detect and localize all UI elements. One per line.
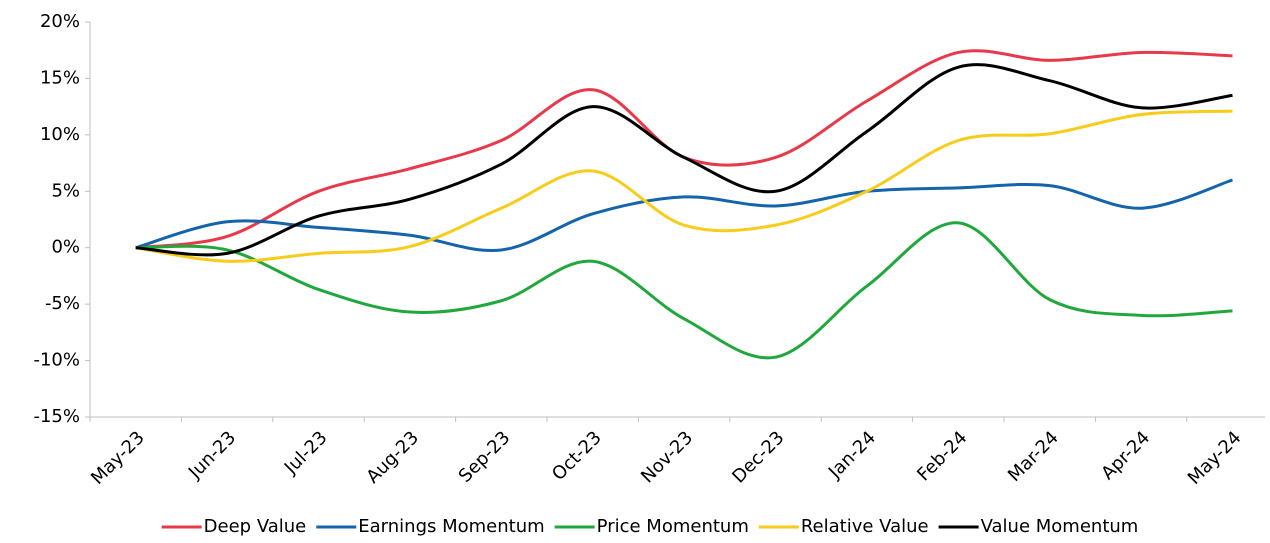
x-tick-label: Dec-23 [728, 427, 788, 487]
y-tick-label: 15% [40, 67, 80, 88]
line [135, 109, 1233, 263]
y-tick-label: -15% [33, 406, 80, 427]
x-tick-label: Nov-23 [637, 427, 697, 487]
x-tick-label: Oct-23 [548, 427, 606, 485]
y-tick-label: -5% [45, 293, 80, 314]
x-tick-label: Jan-24 [824, 427, 880, 483]
x-tick-label: Jun-23 [184, 427, 240, 483]
y-tick-label: 20% [40, 11, 80, 32]
x-tick-label: Feb-24 [913, 427, 971, 485]
x-tick-label: Sep-23 [455, 427, 515, 487]
x-tick-label: Mar-24 [1004, 427, 1063, 486]
line [135, 221, 1233, 360]
legend-label: Value Momentum [981, 516, 1139, 537]
x-tick-label: Jul-23 [280, 427, 332, 479]
y-tick-label: 0% [51, 237, 80, 258]
legend: Deep Value Earnings Momentum Price Momentu… [161, 516, 1139, 537]
y-tick-label: 10% [40, 124, 80, 145]
y-tick-label: -10% [33, 350, 80, 371]
line [135, 178, 1233, 253]
legend-label: Earnings Momentum [358, 516, 544, 537]
x-tick-label: Apr-24 [1097, 427, 1154, 484]
line [135, 49, 1233, 250]
legend-label: Price Momentum [597, 516, 749, 537]
x-tick-label: May-23 [87, 427, 149, 489]
line [135, 63, 1233, 257]
y-tick-label: 5% [51, 180, 80, 201]
x-tick-label: Aug-23 [362, 427, 422, 487]
legend-label: Relative Value [801, 516, 929, 537]
legend-label: Deep Value [204, 516, 307, 537]
x-tick-label: May-24 [1184, 427, 1246, 489]
